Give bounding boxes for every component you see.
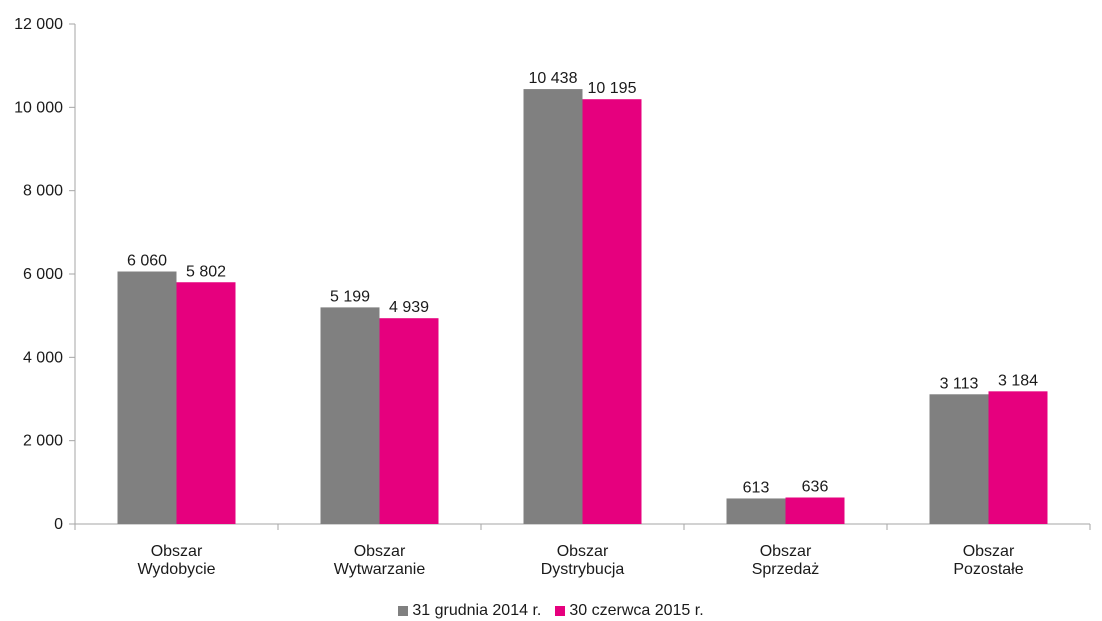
y-tick-label: 6 000 — [23, 266, 63, 283]
data-label: 10 195 — [588, 80, 637, 97]
bar — [726, 498, 786, 524]
x-tick-label: Obszar — [760, 543, 812, 560]
legend: 31 grudnia 2014 r. 30 czerwca 2015 r. — [0, 602, 1102, 620]
data-label: 3 113 — [940, 375, 979, 392]
bar — [582, 99, 642, 524]
x-tick-label: Sprzedaż — [752, 561, 820, 578]
data-label: 6 060 — [127, 253, 167, 270]
data-label: 5 802 — [186, 263, 226, 280]
data-label: 3 184 — [998, 372, 1038, 389]
x-tick-label: Pozostałe — [953, 561, 1023, 578]
y-tick-label: 0 — [54, 516, 63, 533]
bar — [379, 318, 439, 524]
data-label: 5 199 — [330, 288, 370, 305]
bar — [320, 307, 380, 524]
legend-label-series-2: 30 czerwca 2015 r. — [569, 602, 704, 619]
bar — [176, 282, 236, 524]
legend-item-series-1: 31 grudnia 2014 r. — [398, 602, 541, 620]
x-tick-label: Obszar — [354, 543, 406, 560]
bar — [785, 497, 845, 524]
data-label: 10 438 — [529, 70, 578, 87]
legend-item-series-2: 30 czerwca 2015 r. — [555, 602, 704, 620]
bar — [523, 89, 583, 524]
x-tick-label: Wytwarzanie — [334, 561, 426, 578]
legend-swatch-series-1 — [398, 606, 409, 616]
x-tick-label: Obszar — [557, 543, 609, 560]
bar — [988, 391, 1048, 524]
y-tick-label: 8 000 — [23, 183, 63, 200]
y-tick-label: 12 000 — [14, 16, 63, 33]
data-label: 613 — [743, 479, 770, 496]
y-tick-label: 10 000 — [14, 99, 63, 116]
x-tick-label: Dystrybucja — [541, 561, 625, 578]
y-tick-label: 4 000 — [23, 349, 63, 366]
bar — [929, 394, 989, 524]
x-tick-label: Obszar — [963, 543, 1015, 560]
legend-label-series-1: 31 grudnia 2014 r. — [412, 602, 542, 619]
data-label: 4 939 — [389, 299, 429, 316]
bar — [117, 271, 177, 524]
x-tick-label: Obszar — [151, 543, 203, 560]
x-tick-label: Wydobycie — [137, 561, 215, 578]
data-label: 636 — [802, 479, 829, 496]
legend-swatch-series-2 — [555, 606, 566, 616]
y-tick-label: 2 000 — [23, 433, 63, 450]
